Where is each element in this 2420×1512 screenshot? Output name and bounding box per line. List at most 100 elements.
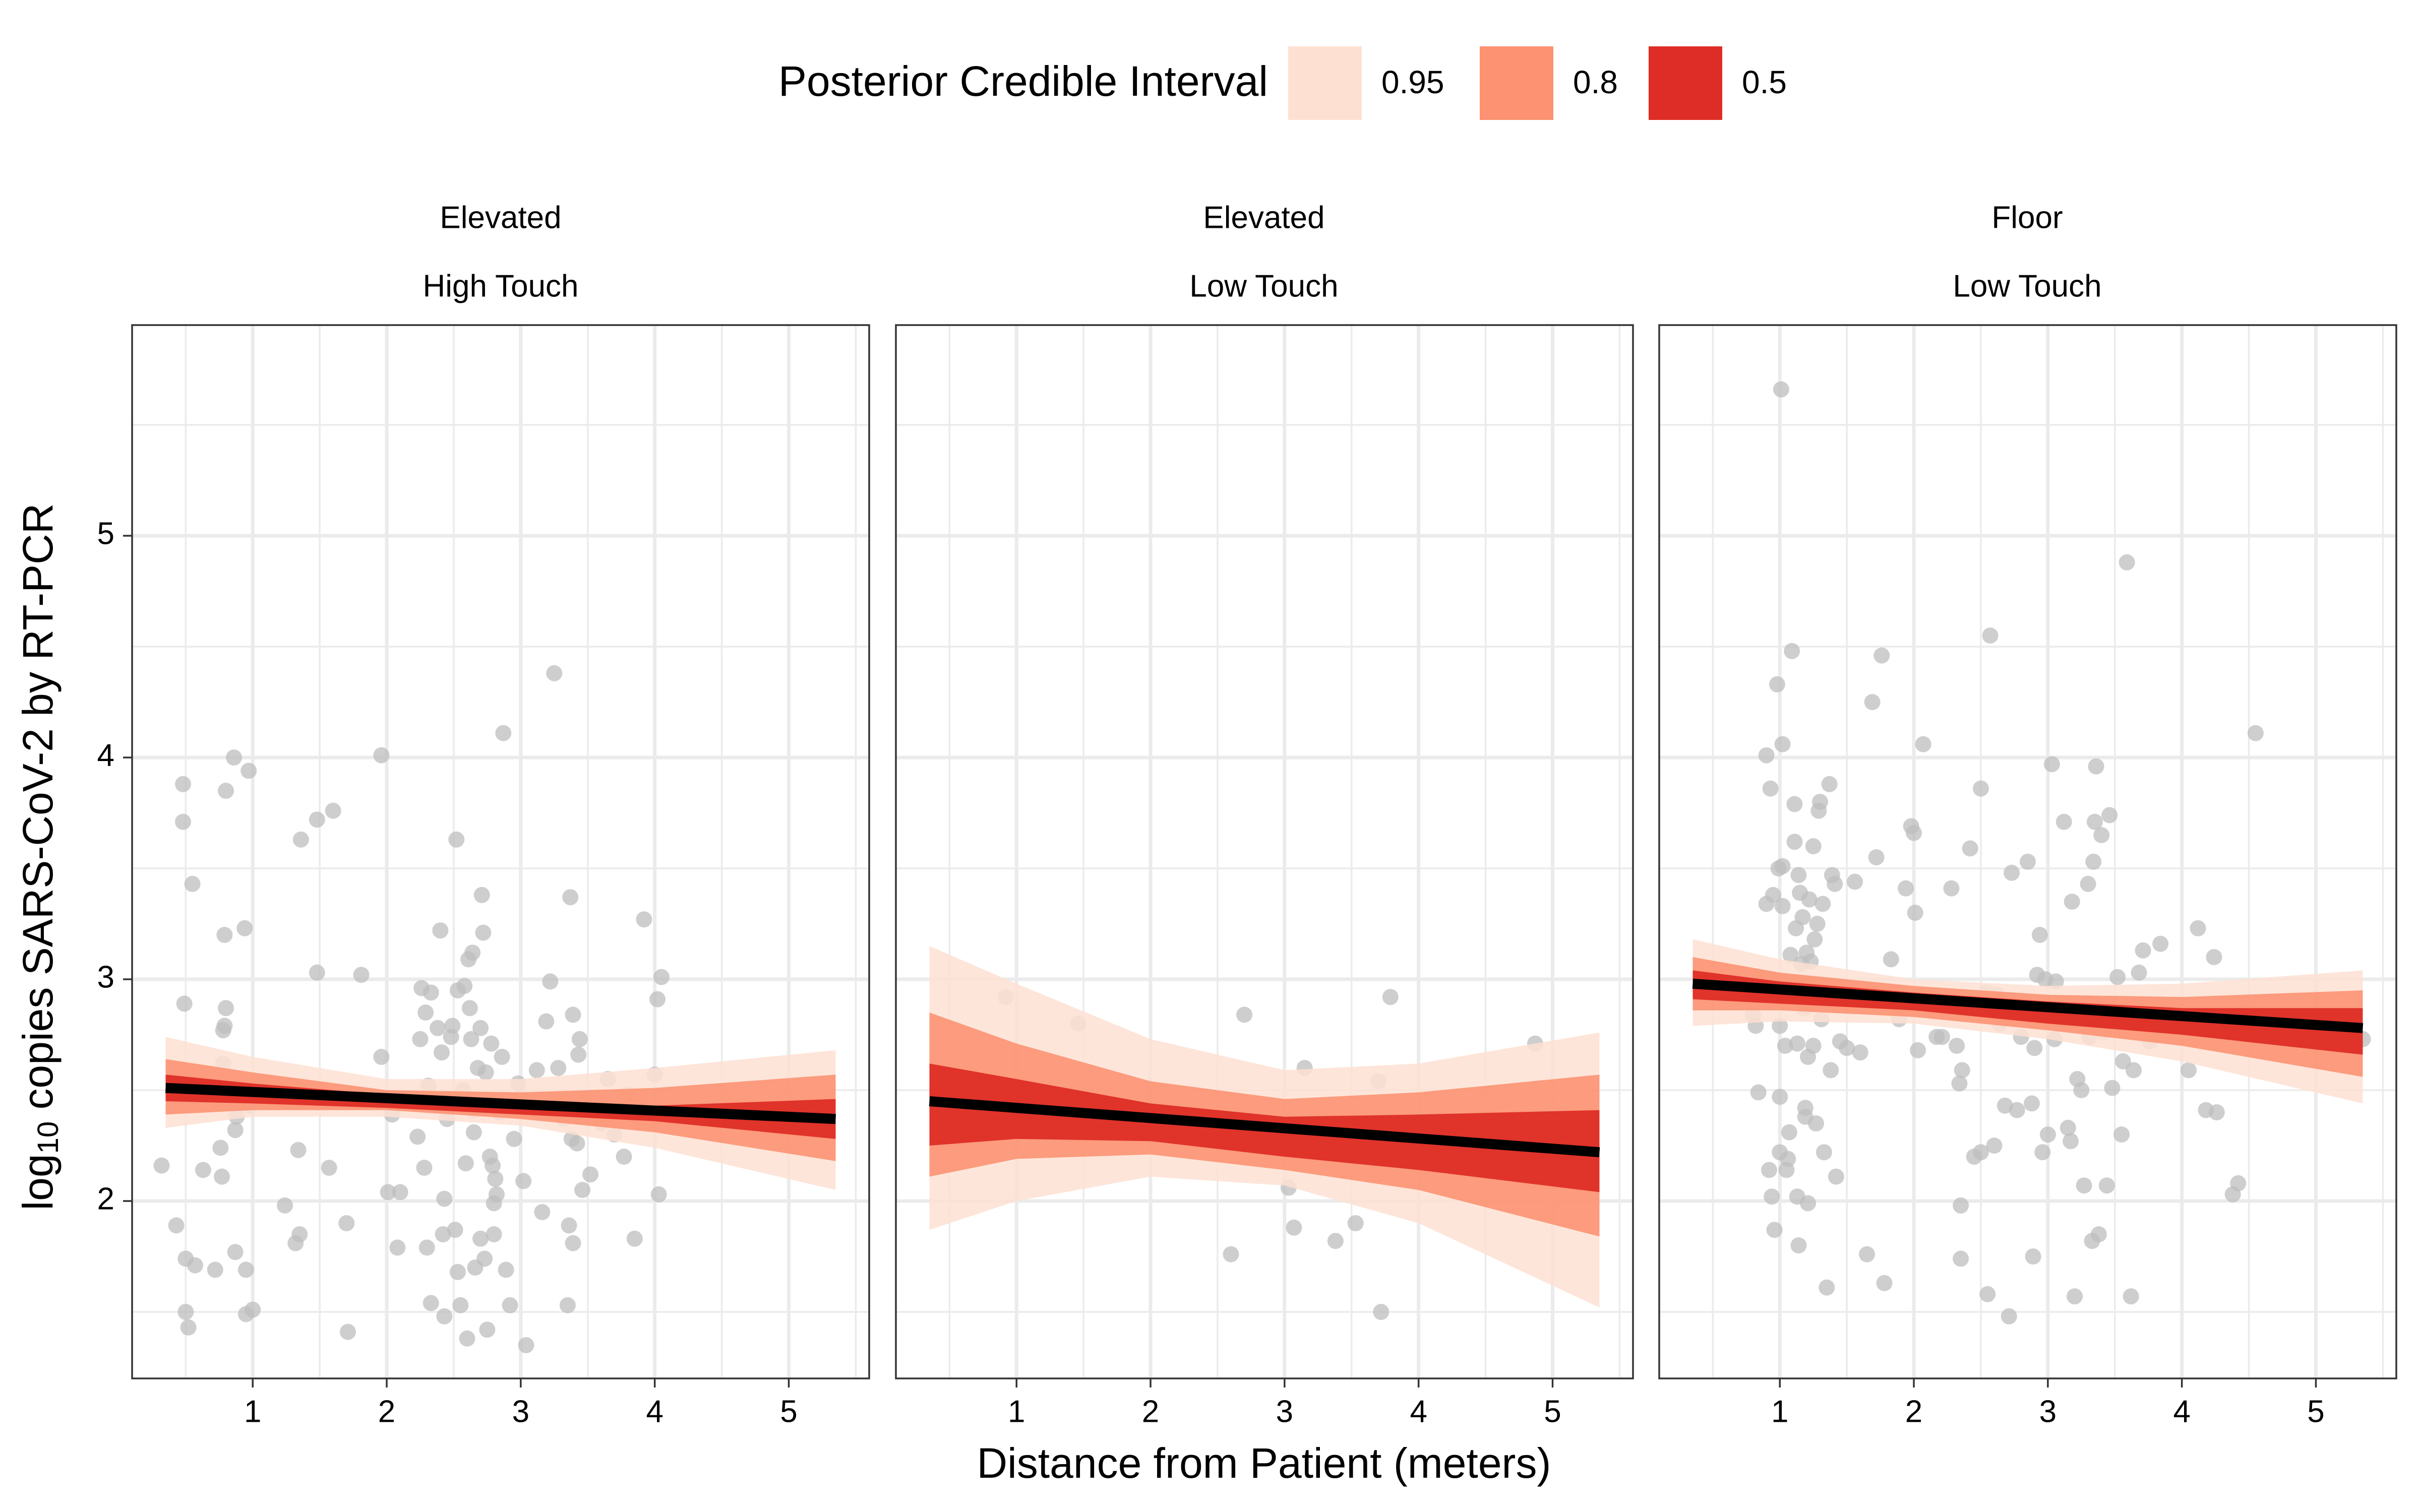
data-point (465, 1124, 482, 1141)
data-point (653, 969, 670, 985)
data-point (1864, 694, 1881, 710)
data-point (459, 1330, 475, 1347)
data-point (461, 1000, 478, 1017)
data-point (1774, 898, 1791, 914)
x-tick-label: 5 (1544, 1394, 1561, 1429)
data-point (463, 1031, 479, 1047)
data-point (2039, 1126, 2056, 1143)
data-point (1828, 1168, 1844, 1185)
data-point (2090, 1226, 2107, 1242)
data-point (472, 1230, 489, 1247)
data-point (1373, 1304, 1389, 1320)
y-axis: 2 3 4 5 (97, 516, 132, 1216)
data-point (626, 1230, 643, 1247)
data-point (1800, 1195, 1817, 1212)
data-point (416, 1160, 433, 1176)
data-point (452, 1297, 469, 1313)
data-point (2034, 1144, 2051, 1161)
data-point (1772, 1089, 1788, 1105)
data-point (1772, 1018, 1788, 1034)
data-point (2031, 927, 2048, 943)
data-point (550, 1060, 567, 1076)
data-point (483, 1035, 500, 1052)
data-point (559, 1297, 576, 1313)
data-point (2026, 1040, 2043, 1056)
data-point (1859, 1246, 1876, 1263)
strip-bottom-panel-2: Low Touch (1189, 269, 1338, 303)
data-point (432, 922, 449, 939)
y-tick-label: 2 (97, 1181, 114, 1216)
data-point (1979, 1286, 1996, 1302)
data-point (1876, 1275, 1893, 1291)
data-point (418, 1239, 435, 1256)
data-point (636, 911, 652, 928)
data-point (1790, 867, 1807, 884)
data-point (339, 1324, 356, 1340)
data-point (207, 1262, 223, 1278)
x-tick-label: 3 (1276, 1394, 1293, 1429)
data-points (1745, 381, 2371, 1325)
data-point (1382, 989, 1399, 1005)
data-point (1806, 931, 1823, 948)
panel-elevated-low-touch (895, 324, 1634, 1379)
data-point (227, 1122, 244, 1139)
data-point (321, 1160, 337, 1176)
data-point (2208, 1104, 2225, 1120)
data-point (2009, 1102, 2025, 1118)
data-point (650, 1186, 667, 1203)
x-tick-label: 1 (244, 1394, 261, 1429)
data-point (565, 1006, 581, 1023)
data-point (1786, 834, 1803, 850)
data-point (436, 1308, 453, 1325)
data-point (1801, 891, 1818, 908)
data-point (1906, 825, 1922, 841)
strip-top-panel-1: Elevated (440, 200, 561, 235)
data-point (479, 1321, 496, 1338)
data-point (216, 1018, 233, 1034)
data-point (277, 1197, 293, 1214)
data-point (1883, 951, 1899, 968)
data-point (2088, 758, 2104, 775)
data-point (486, 1226, 502, 1242)
x-tick-label: 2 (1905, 1394, 1922, 1429)
data-point (195, 1162, 211, 1178)
data-point (1774, 858, 1791, 874)
data-point (1839, 1040, 1855, 1056)
data-point (2093, 827, 2110, 843)
data-point (2086, 813, 2103, 830)
data-point (1933, 1029, 1950, 1045)
legend: Posterior Credible Interval 0.95 0.8 0.5 (778, 46, 1787, 120)
data-point (1786, 796, 1803, 812)
panel-elevated-high-touch (131, 324, 870, 1379)
legend-label-0.95: 0.95 (1381, 64, 1444, 100)
posterior-median-line (1692, 978, 2364, 1033)
data-point (226, 749, 243, 766)
data-point (1797, 1100, 1813, 1116)
data-point (1809, 916, 1826, 932)
grid-lines (132, 325, 869, 1378)
data-point (338, 1215, 355, 1231)
x-tick-label: 3 (512, 1394, 529, 1429)
data-point (485, 1157, 501, 1174)
data-point (456, 978, 473, 994)
data-point (502, 1297, 518, 1313)
data-point (569, 1135, 585, 1152)
data-point (2004, 864, 2020, 881)
data-point (565, 1235, 581, 1251)
data-point (2119, 554, 2135, 571)
data-point (1898, 880, 1914, 897)
data-point (574, 1182, 591, 1198)
data-point (216, 927, 233, 943)
data-point (477, 1064, 494, 1081)
data-point (1794, 909, 1811, 925)
data-point (457, 1155, 474, 1172)
data-point (448, 831, 465, 848)
data-point (2190, 920, 2206, 936)
data-point (1951, 1075, 1968, 1092)
data-point (1852, 1044, 1868, 1061)
data-point (561, 1217, 577, 1234)
data-point (422, 1295, 439, 1311)
data-point (2180, 1062, 2197, 1079)
data-point (571, 1031, 588, 1047)
data-point (434, 1044, 450, 1061)
